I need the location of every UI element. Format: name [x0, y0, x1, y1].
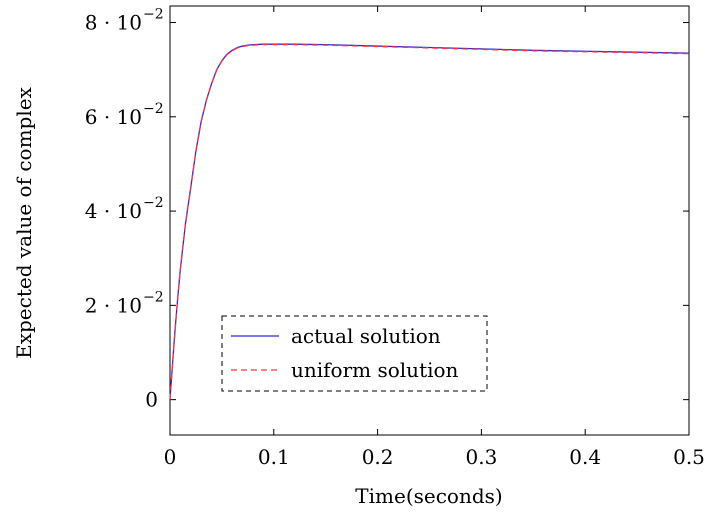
y-tick-exponent: −2	[143, 195, 164, 211]
x-tick-label: 0.3	[465, 445, 497, 469]
y-tick-mantissa: 2 · 10	[85, 293, 142, 317]
legend: actual solution uniform solution	[221, 315, 488, 392]
axis-tick-labels: 0 0.1 0.2 0.3 0.4 0.502 · 10 −24 · 10 −26 · 10−…	[85, 7, 705, 470]
x-tick-label: 0.2	[362, 445, 394, 469]
y-tick-label: 0	[145, 388, 158, 412]
legend-box	[221, 315, 488, 392]
y-tick-exponent: −2	[143, 289, 164, 305]
x-tick-label: 0.4	[569, 445, 601, 469]
y-tick-label: 6 · 10	[85, 105, 142, 129]
y-tick-mantissa: 0	[145, 388, 158, 412]
y-tick-label: 8 · 10	[85, 11, 142, 35]
x-tick-label: 0.5	[673, 445, 705, 469]
y-tick-label: 2 · 10	[85, 293, 142, 317]
series-layer	[169, 43, 690, 400]
series-line-uniform-solution	[169, 44, 690, 400]
y-tick-mantissa: 4 · 10	[85, 199, 142, 223]
y-tick-mantissa: 8 · 10	[85, 11, 142, 35]
x-tick-label: 0.1	[258, 445, 290, 469]
axis-ticks	[169, 6, 690, 435]
y-tick-exponent: −2	[143, 101, 164, 117]
plot-area	[169, 5, 690, 436]
y-axis-label: Expected value of complex	[12, 86, 36, 358]
legend-label: uniform solution	[291, 358, 459, 382]
y-tick-mantissa: 6 · 10	[85, 105, 142, 129]
y-tick-exponent: −2	[143, 7, 164, 23]
x-axis-label: Time(seconds)	[355, 484, 502, 508]
legend-label: actual solution	[291, 324, 441, 348]
plot-frame	[169, 5, 690, 436]
x-tick-label: 0	[164, 445, 177, 469]
y-tick-label: 4 · 10	[85, 199, 142, 223]
